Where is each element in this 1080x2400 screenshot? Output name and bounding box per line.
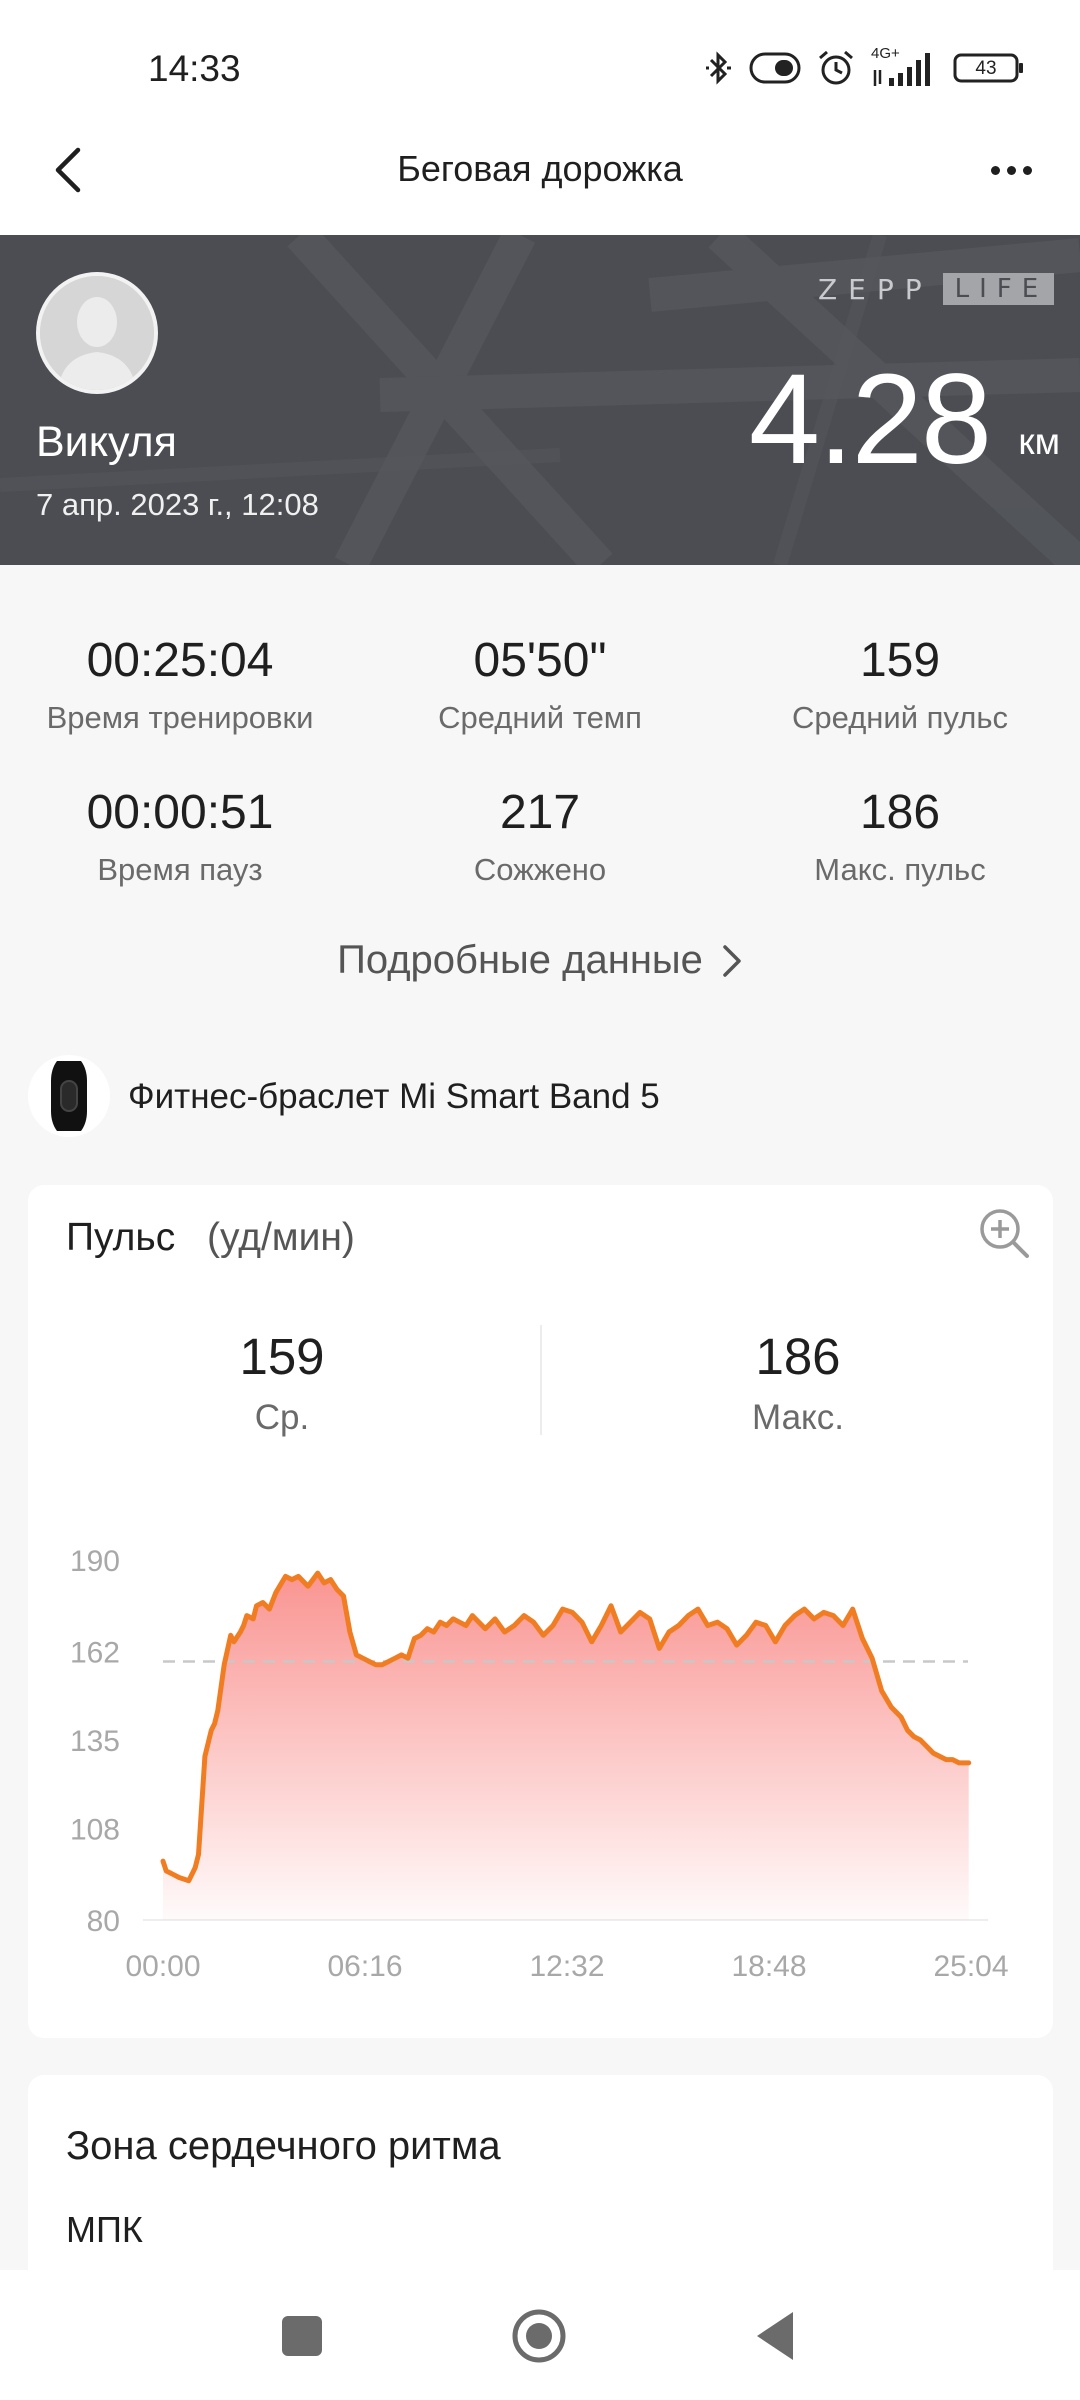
alarm-icon [819,50,853,85]
user-name: Викуля [36,418,177,466]
stat-label: Макс. пульс [814,852,986,887]
max-value: 186 [755,1328,841,1385]
stat-label: Средний темп [438,700,642,735]
details-link[interactable]: Подробные данные [0,938,1080,983]
signal-icon: 4G+ [871,45,937,88]
stat-workout-time: 00:25:04 Время тренировки [0,633,360,736]
stat-avg-pace: 05'50" Средний темп [360,633,720,736]
stat-value: 05'50" [473,634,607,687]
stat-value: 00:00:51 [86,786,274,839]
avatar[interactable] [36,272,158,394]
home-button[interactable] [511,2308,567,2364]
stat-value: 186 [859,786,941,839]
y-tick-label: 108 [70,1813,120,1846]
map-background [0,235,1080,565]
chevron-right-icon [723,944,741,977]
heart-rate-average: 159 Ср. [32,1327,532,1438]
x-tick-label: 25:04 [933,1950,1008,1983]
heart-rate-area [163,1573,969,1920]
recent-apps-button[interactable] [282,2316,322,2356]
stat-pause-time: 00:00:51 Время пауз [0,785,360,888]
status-bar [0,0,1080,135]
fitness-band-icon [51,1061,87,1131]
network-type: 4G+ [871,45,900,62]
avg-value: 159 [239,1328,325,1385]
details-link-label: Подробные данные [337,938,703,982]
workout-banner [0,235,1080,565]
stat-label: Время пауз [97,852,263,887]
app-bar [0,135,1080,235]
x-tick-label: 00:00 [125,1950,200,1983]
max-label: Макс. [752,1398,844,1437]
heart-rate-max: 186 Макс. [548,1327,1048,1438]
device-icon [28,1055,110,1137]
y-tick-label: 80 [87,1905,120,1938]
more-dots-icon [990,165,1000,175]
zone-subtitle: МПК [66,2209,143,2250]
x-tick-label: 06:16 [327,1950,402,1983]
heart-rate-title: Пульс [66,1216,176,1259]
stat-value: 159 [859,634,941,687]
summary-divider [540,1325,542,1435]
nav-back-button[interactable] [755,2310,795,2362]
brand-logo: ZEPP LIFE [818,271,1055,307]
y-tick-label: 162 [70,1637,120,1670]
battery-icon: 43 [953,53,1025,83]
battery-level: 43 [975,58,997,79]
avg-label: Ср. [254,1398,310,1437]
stat-avg-heart-rate: 159 Средний пульс [720,633,1080,736]
zoom-in-icon[interactable] [977,1206,1031,1260]
chevron-left-icon [55,147,81,193]
workout-date: 7 апр. 2023 г., 12:08 [36,487,319,522]
stat-calories: 217 Сожжено [360,785,720,888]
toggle-icon [749,52,801,84]
heart-rate-unit: (уд/мин) [207,1216,355,1259]
x-tick-label: 18:48 [731,1950,806,1983]
y-tick-label: 190 [70,1545,120,1578]
bluetooth-icon [706,51,731,85]
brand-logo-right: LIFE [942,273,1055,305]
status-icons: 4G+ 43 [705,46,1025,90]
distance-value: 4.28 [748,348,992,491]
brand-logo-left: ZEPP [818,272,933,306]
stat-label: Сожжено [473,852,607,887]
zone-title: Зона сердечного ритма [66,2124,501,2168]
stat-value: 00:25:04 [86,634,274,687]
heart-rate-line [160,1570,972,1884]
stat-max-heart-rate: 186 Макс. пульс [720,785,1080,888]
back-button[interactable] [38,140,98,200]
device-name: Фитнес-браслет Mi Smart Band 5 [128,1077,660,1116]
stat-label: Время тренировки [46,700,314,735]
status-time: 14:33 [148,48,241,89]
stat-label: Средний пульс [792,700,1008,735]
more-options-button[interactable] [980,140,1042,200]
distance-unit: км [1018,421,1060,462]
stat-value: 217 [499,786,581,839]
page-title: Беговая дорожка [397,148,683,189]
avatar-silhouette-icon [40,276,154,390]
y-tick-label: 135 [70,1725,120,1758]
x-tick-label: 12:32 [529,1950,604,1983]
